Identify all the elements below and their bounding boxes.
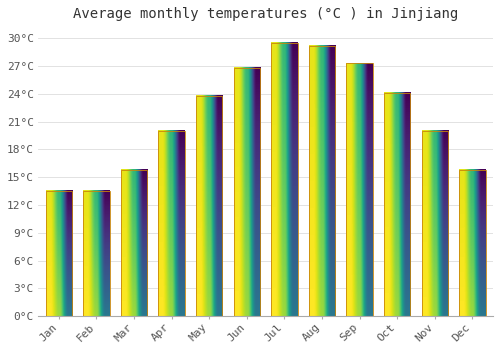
Bar (271, 43, 297, 316)
Bar (158, 131, 184, 316)
Bar (234, 68, 260, 316)
Bar (346, 63, 372, 316)
Title: Average monthly temperatures (°C ) in Jinjiang: Average monthly temperatures (°C ) in Ji… (73, 7, 458, 21)
Bar (46, 191, 72, 316)
Bar (384, 93, 410, 316)
Bar (459, 170, 485, 316)
Bar (309, 46, 335, 316)
Bar (196, 96, 222, 316)
Bar (121, 170, 147, 316)
Bar (422, 131, 448, 316)
Bar (83, 191, 110, 316)
